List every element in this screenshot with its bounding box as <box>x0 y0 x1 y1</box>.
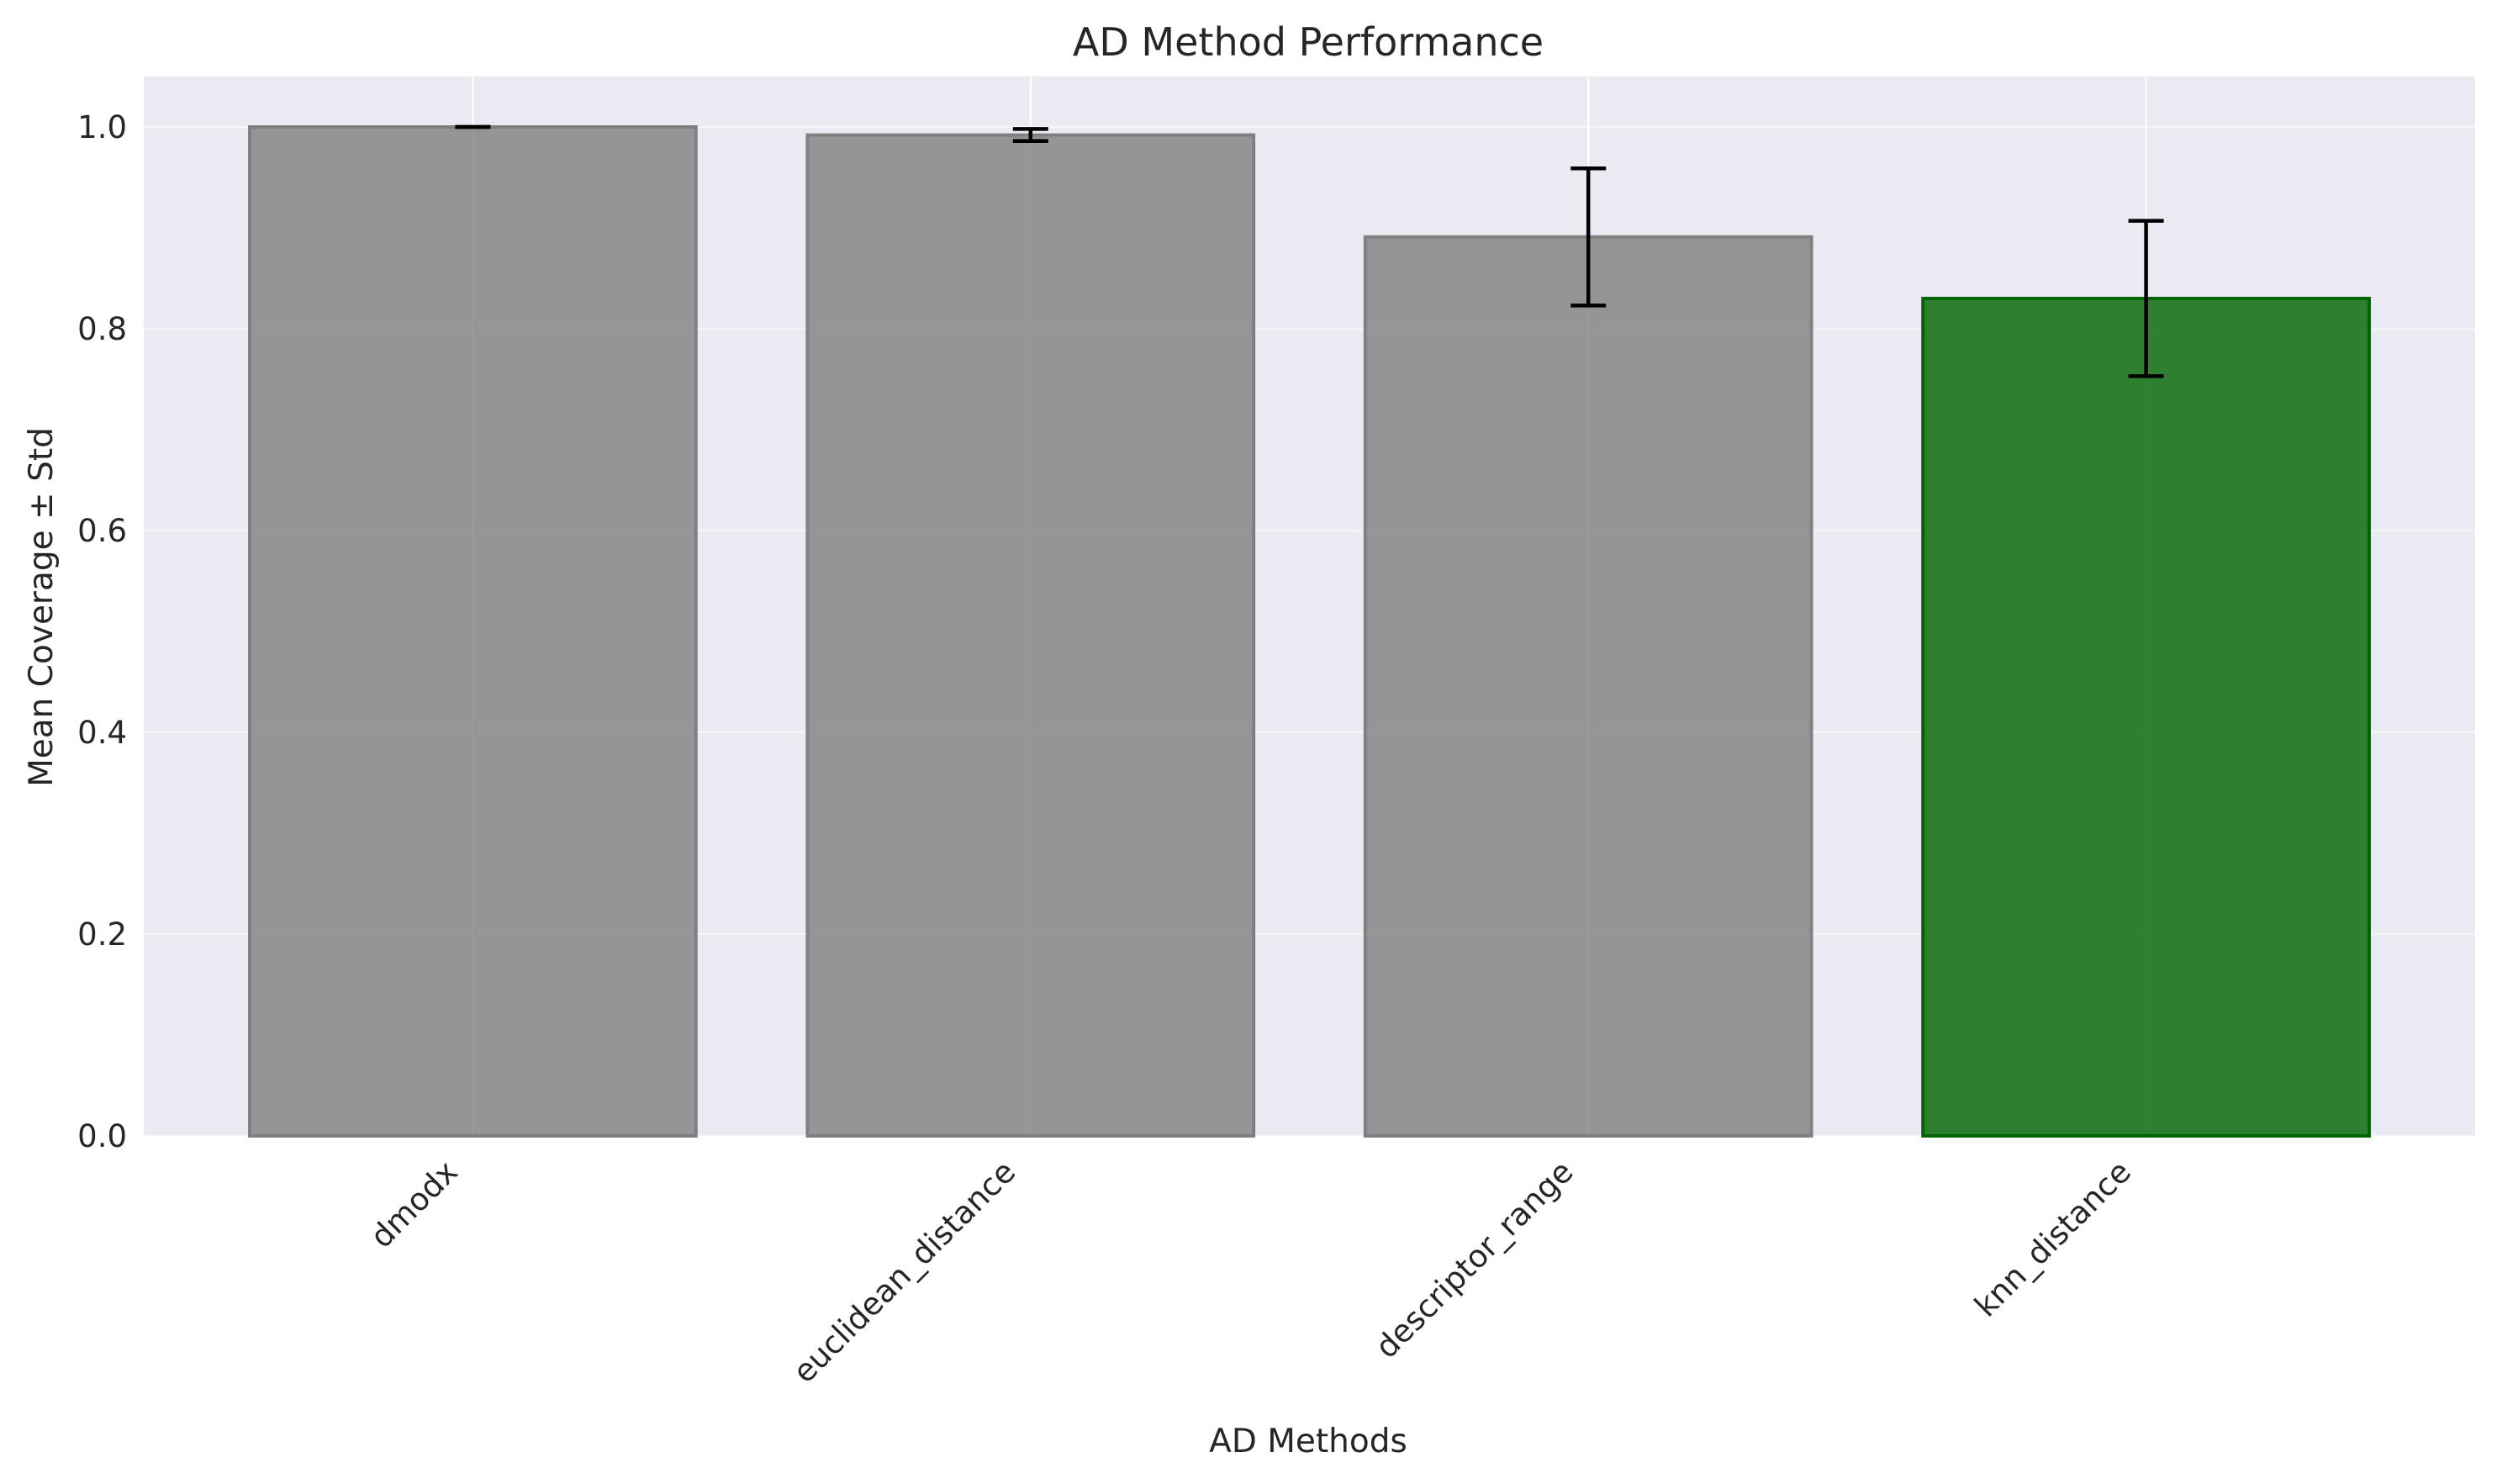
y-tick-label: 0.0 <box>77 1118 127 1154</box>
y-tick-label: 0.6 <box>77 513 127 549</box>
bar-dmodx <box>248 125 698 1138</box>
error-bars <box>455 124 2164 378</box>
y-axis-ticks: 0.0 0.2 0.4 0.6 0.8 1.0 <box>77 109 127 1154</box>
y-tick-label: 0.2 <box>77 916 127 953</box>
y-axis-title: Mean Coverage ± Std <box>23 427 61 787</box>
chart-title: AD Method Performance <box>1073 19 1544 65</box>
y-tick-label: 1.0 <box>77 109 127 145</box>
x-axis-title: AD Methods <box>1209 1423 1407 1460</box>
y-tick-label: 0.8 <box>77 311 127 347</box>
bar-euclidean_distance <box>805 133 1256 1138</box>
y-tick-label: 0.4 <box>77 715 127 751</box>
bar-knn_distance <box>1921 297 2371 1138</box>
bar-descriptor_range <box>1363 235 1813 1138</box>
bars <box>248 125 2371 1138</box>
